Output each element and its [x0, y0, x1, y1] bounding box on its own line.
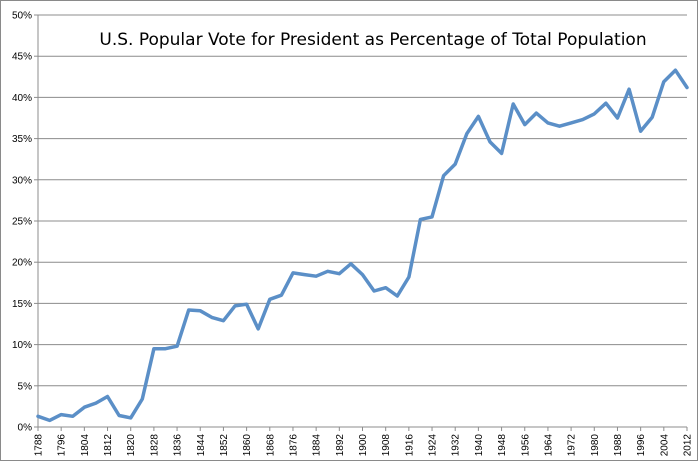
- gridlines: [38, 14, 687, 387]
- y-tick-label: 30%: [12, 175, 32, 186]
- x-tick-label: 1932: [451, 434, 462, 457]
- x-tick-label: 1860: [242, 434, 253, 457]
- x-tick-label: 1812: [103, 434, 114, 457]
- x-tick-label: 1844: [196, 434, 207, 457]
- y-tick-label: 0%: [18, 423, 33, 434]
- x-tick-label: 1924: [428, 434, 439, 457]
- y-tick-label: 45%: [12, 52, 32, 63]
- x-tick-label: 1796: [57, 434, 68, 457]
- y-tick-label: 40%: [12, 93, 32, 104]
- y-tick-labels: 0% 5% 10% 15% 20% 25% 30% 35% 40% 45% 50%: [12, 11, 32, 434]
- x-tick-label: 1940: [474, 434, 485, 457]
- x-tick-label: 1956: [520, 434, 531, 457]
- x-tick-label: 1964: [543, 434, 554, 457]
- series-layer: [36, 68, 689, 423]
- x-tick-label: 1804: [80, 434, 91, 457]
- x-tick-label: 1908: [381, 434, 392, 457]
- x-tick-label: 1884: [312, 434, 323, 457]
- x-tick-label: 2004: [659, 434, 670, 457]
- x-tick-label: 1852: [219, 434, 230, 457]
- x-tick-label: 1820: [126, 434, 137, 457]
- x-tick-label: 1948: [497, 434, 508, 457]
- x-tick-labels: 1788 1796 1804 1812 1820 1828 1836 1844 1852 1860…: [34, 434, 694, 457]
- y-tick-label: 10%: [12, 340, 32, 351]
- y-tick-label: 25%: [12, 217, 32, 228]
- axes: [34, 14, 688, 431]
- x-tick-label: 1916: [404, 434, 415, 457]
- x-tick-label: 1892: [335, 434, 346, 457]
- x-tick-label: 1836: [173, 434, 184, 457]
- chart-title: U.S. Popular Vote for President as Perce…: [99, 30, 646, 50]
- x-tick-label: 2012: [683, 434, 694, 457]
- x-tick-label: 1876: [288, 434, 299, 457]
- y-tick-label: 20%: [12, 258, 32, 269]
- x-tick-label: 1988: [613, 434, 624, 457]
- y-tick-label: 5%: [18, 381, 33, 392]
- x-tick-label: 1868: [265, 434, 276, 457]
- series-line: [36, 68, 689, 423]
- y-tick-label: 15%: [12, 299, 32, 310]
- x-tick-label: 1900: [358, 434, 369, 457]
- x-tick-label: 1980: [590, 434, 601, 457]
- x-tick-label: 1828: [149, 434, 160, 457]
- x-tick-label: 1788: [34, 434, 45, 457]
- x-tick-label: 1972: [567, 434, 578, 457]
- x-tick-label: 1996: [636, 434, 647, 457]
- y-tick-label: 35%: [12, 134, 32, 145]
- y-tick-label: 50%: [12, 11, 32, 22]
